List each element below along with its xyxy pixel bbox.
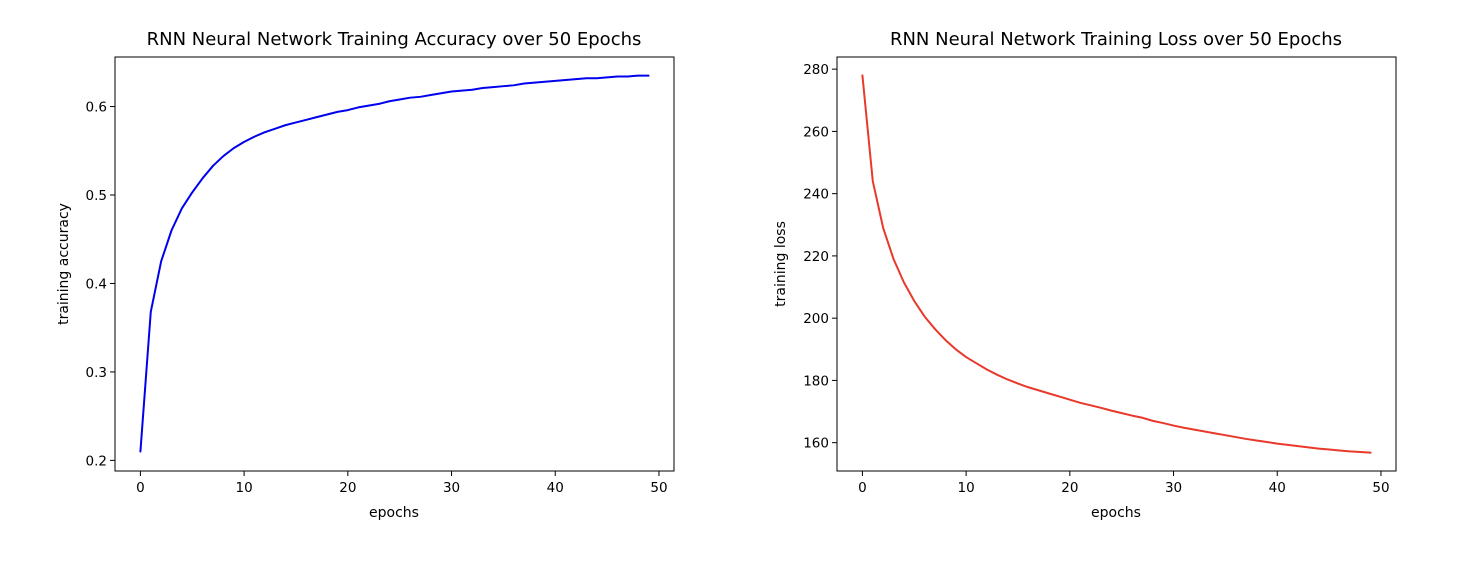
accuracy-chart: RNN Neural Network Training Accuracy ove… [56,29,675,521]
loss-series-line [861,74,1372,454]
loss-chart: RNN Neural Network Training Loss over 50… [773,29,1397,521]
accuracy-y-tick-label: 0.2 [86,453,107,469]
accuracy-x-tick-label: 20 [339,480,356,496]
loss-y-tick-label: 260 [803,124,829,140]
accuracy-chart-title: RNN Neural Network Training Accuracy ove… [147,29,642,50]
loss-y-tick-label: 220 [803,249,829,265]
accuracy-x-tick-label: 40 [547,480,564,496]
loss-x-axis-label: epochs [1091,505,1141,521]
loss-x-ticks: 0 10 20 30 40 50 [858,471,1390,496]
accuracy-x-tick-label: 50 [650,480,667,496]
loss-x-tick-label: 10 [958,480,975,496]
accuracy-plot-frame [114,56,675,472]
accuracy-x-tick-label: 30 [443,480,460,496]
accuracy-y-tick-label: 0.6 [86,100,107,116]
accuracy-y-tick-label: 0.3 [86,365,107,381]
loss-x-tick-label: 30 [1165,480,1182,496]
loss-y-tick-label: 280 [803,62,829,78]
loss-plot-frame [836,56,1397,472]
loss-chart-title: RNN Neural Network Training Loss over 50… [890,29,1342,50]
loss-y-axis-label: training loss [773,221,789,307]
loss-y-tick-label: 200 [803,311,829,327]
accuracy-y-tick-label: 0.4 [86,276,107,292]
accuracy-series [139,74,650,453]
accuracy-x-axis-label: epochs [369,505,419,521]
loss-y-tick-label: 180 [803,373,829,389]
loss-y-ticks: 160 180 200 220 240 260 280 [803,62,837,452]
accuracy-y-axis-label: training accuracy [56,203,72,325]
loss-x-tick-label: 50 [1372,480,1389,496]
accuracy-x-ticks: 0 10 20 30 40 50 [136,471,668,496]
accuracy-x-tick-label: 10 [236,480,253,496]
accuracy-series-line [139,74,650,453]
loss-x-tick-label: 20 [1061,480,1078,496]
accuracy-y-ticks: 0.2 0.3 0.4 0.5 0.6 [86,100,115,469]
loss-y-tick-label: 160 [803,436,829,452]
accuracy-y-tick-label: 0.5 [86,188,107,204]
accuracy-x-tick-label: 0 [136,480,145,496]
loss-series [861,74,1372,454]
loss-x-tick-label: 0 [858,480,867,496]
loss-y-tick-label: 240 [803,187,829,203]
loss-x-tick-label: 40 [1269,480,1286,496]
